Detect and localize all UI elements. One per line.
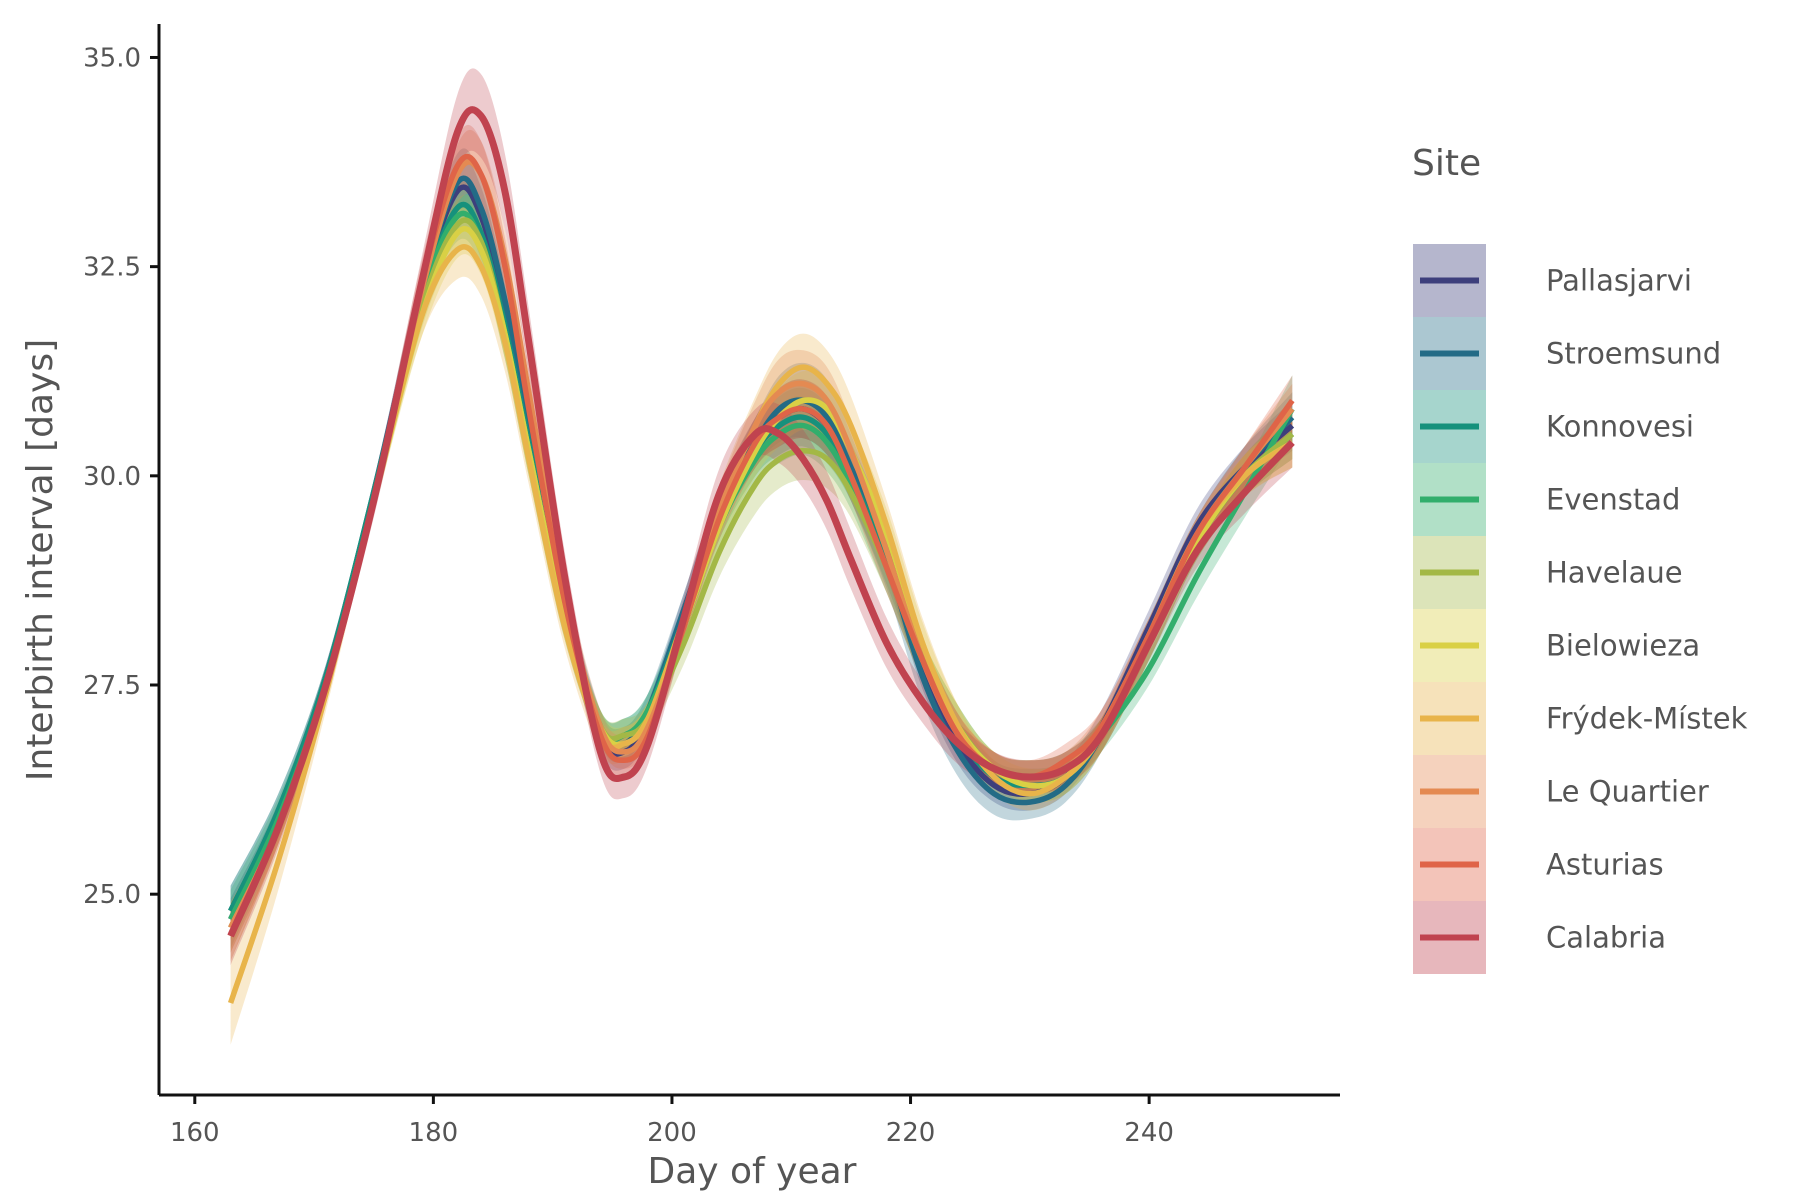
y-tick-label: 27.5 [83, 671, 141, 701]
y-ticks: 25.0 27.5 30.0 32.5 35.0 [83, 43, 159, 910]
confidence-band-asturias [230, 124, 1293, 962]
series-line-havelaue [228, 217, 1295, 929]
legend-item-frydek-mistek: Frýdek-Místek [1413, 682, 1748, 755]
legend-label: Evenstad [1546, 483, 1680, 517]
bands-layer [230, 68, 1293, 1045]
y-tick-label: 32.5 [83, 253, 141, 283]
confidence-band-le-quartier [230, 129, 1293, 953]
series-line-pallasjarvi [228, 184, 1295, 921]
legend-item-le-quartier: Le Quartier [1413, 755, 1709, 828]
confidence-band-stroemsund [230, 148, 1293, 936]
legend-label: Frýdek-Místek [1546, 702, 1748, 736]
legend-label: Le Quartier [1546, 775, 1709, 809]
series-line-bielowieza [228, 226, 1294, 938]
legend-item-asturias: Asturias [1413, 828, 1664, 901]
legend-item-konnovesi: Konnovesi [1413, 390, 1694, 463]
confidence-band-konnovesi [230, 179, 1293, 936]
series-line-evenstad [228, 210, 1295, 921]
lines-layer [227, 106, 1295, 1004]
y-tick-label: 35.0 [83, 43, 141, 73]
legend-item-calabria: Calabria [1413, 901, 1666, 974]
legend-item-havelaue: Havelaue [1413, 536, 1683, 609]
confidence-band-evenstad [230, 188, 1293, 949]
y-tick-label: 25.0 [83, 880, 141, 910]
legend: Site Pallasjarvi Stroemsund Konnovesi Evens… [1412, 143, 1748, 974]
legend-item-evenstad: Evenstad [1413, 463, 1680, 536]
x-ticks: 160 180 200 220 240 [170, 1095, 1174, 1148]
legend-label: Bielowieza [1546, 629, 1700, 663]
legend-label: Asturias [1546, 848, 1664, 882]
legend-title: Site [1412, 143, 1481, 184]
confidence-band-havelaue [230, 194, 1293, 953]
confidence-band-calabria [230, 68, 1293, 966]
x-tick-label: 200 [647, 1118, 697, 1148]
legend-label: Konnovesi [1546, 410, 1694, 444]
legend-items: Pallasjarvi Stroemsund Konnovesi Evenstad Ha… [1413, 244, 1748, 974]
legend-label: Stroemsund [1546, 337, 1721, 371]
series-line-konnovesi [228, 201, 1295, 913]
x-tick-label: 240 [1124, 1118, 1174, 1148]
x-tick-label: 220 [886, 1118, 936, 1148]
legend-label: Havelaue [1546, 556, 1683, 590]
y-axis-title: Interbirth interval [days] [20, 339, 61, 781]
confidence-band-bielowieza [230, 203, 1293, 962]
series-line-asturias [228, 153, 1295, 938]
x-tick-label: 180 [409, 1118, 459, 1148]
series-line-calabria [227, 106, 1295, 938]
legend-item-stroemsund: Stroemsund [1413, 317, 1721, 390]
legend-item-pallasjarvi: Pallasjarvi [1413, 244, 1692, 317]
series-line-stroemsund [228, 175, 1295, 913]
series-line-le-quartier [228, 159, 1295, 929]
y-tick-label: 30.0 [83, 462, 141, 492]
confidence-band-pallasjarvi [230, 157, 1293, 941]
legend-label: Calabria [1546, 921, 1666, 955]
series-line-frydek-mistek [227, 244, 1294, 1004]
confidence-band-frydek-mistek [230, 216, 1293, 1045]
legend-label: Pallasjarvi [1546, 264, 1692, 298]
x-tick-label: 160 [170, 1118, 220, 1148]
x-axis-title: Day of year [648, 1151, 857, 1192]
legend-item-bielowieza: Bielowieza [1413, 609, 1700, 682]
